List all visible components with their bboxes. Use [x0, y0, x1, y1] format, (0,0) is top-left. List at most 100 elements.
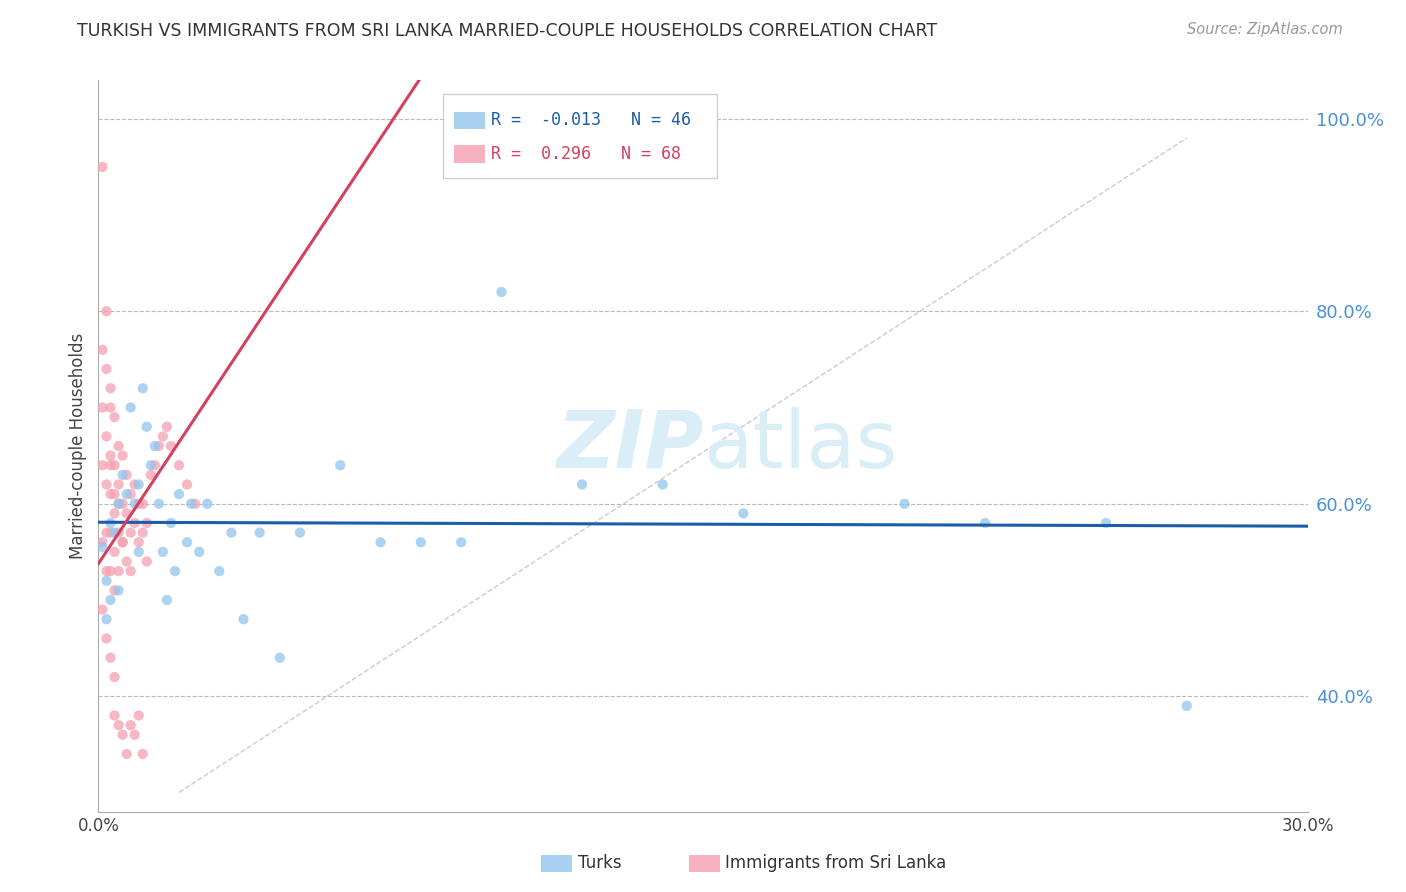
Point [370, 535, 392, 549]
Point [96, 564, 118, 578]
Point [160, 439, 183, 453]
Point [120, 718, 142, 732]
Point [120, 564, 142, 578]
Point [111, 535, 134, 549]
Point [100, 401, 122, 415]
Point [100, 458, 122, 473]
Point [132, 381, 155, 395]
Text: Source: ZipAtlas.com: Source: ZipAtlas.com [1187, 22, 1343, 37]
Point [128, 535, 150, 549]
Point [288, 525, 311, 540]
Point [128, 708, 150, 723]
Point [160, 516, 183, 530]
Point [107, 564, 129, 578]
Point [91, 401, 114, 415]
Point [139, 458, 162, 473]
Point [167, 487, 190, 501]
Point [91, 458, 114, 473]
Point [100, 650, 122, 665]
Point [107, 497, 129, 511]
Point [571, 477, 593, 491]
Point [100, 381, 122, 395]
Point [167, 458, 190, 473]
Point [96, 477, 118, 491]
Point [111, 449, 134, 463]
Point [128, 477, 150, 491]
Point [152, 545, 174, 559]
Point [269, 650, 291, 665]
Point [156, 593, 179, 607]
Point [148, 439, 170, 453]
Point [96, 429, 118, 443]
Point [111, 728, 134, 742]
Point [184, 497, 207, 511]
Point [96, 525, 118, 540]
Point [124, 728, 146, 742]
Point [163, 564, 186, 578]
Point [100, 593, 122, 607]
Point [115, 507, 138, 521]
Point [107, 497, 129, 511]
Point [124, 497, 146, 511]
Point [107, 439, 129, 453]
Point [115, 467, 138, 482]
Point [103, 525, 125, 540]
Point [107, 583, 129, 598]
Point [135, 419, 157, 434]
Point [107, 525, 129, 540]
Point [132, 497, 155, 511]
Text: R =  0.296   N = 68: R = 0.296 N = 68 [491, 145, 681, 163]
Point [651, 477, 673, 491]
Point [491, 285, 513, 299]
Point [156, 419, 179, 434]
Point [103, 545, 125, 559]
Point [120, 525, 142, 540]
Point [1095, 516, 1118, 530]
Text: Immigrants from Sri Lanka: Immigrants from Sri Lanka [725, 855, 946, 872]
Point [100, 487, 122, 501]
Point [100, 516, 122, 530]
Point [91, 540, 114, 554]
Point [100, 564, 122, 578]
Point [96, 612, 118, 626]
Point [103, 583, 125, 598]
Point [103, 458, 125, 473]
Point [143, 439, 166, 453]
Point [103, 670, 125, 684]
Point [135, 554, 157, 568]
Point [329, 458, 352, 473]
Point [100, 525, 122, 540]
Y-axis label: Married-couple Households: Married-couple Households [69, 333, 87, 559]
Point [249, 525, 271, 540]
Point [91, 160, 114, 174]
Point [115, 747, 138, 761]
Point [135, 516, 157, 530]
Point [974, 516, 997, 530]
Point [124, 477, 146, 491]
Text: TURKISH VS IMMIGRANTS FROM SRI LANKA MARRIED-COUPLE HOUSEHOLDS CORRELATION CHART: TURKISH VS IMMIGRANTS FROM SRI LANKA MAR… [77, 22, 938, 40]
Point [103, 507, 125, 521]
Point [893, 497, 915, 511]
Point [96, 362, 118, 376]
Point [128, 545, 150, 559]
Point [103, 487, 125, 501]
Point [221, 525, 243, 540]
Point [143, 458, 166, 473]
Point [96, 632, 118, 646]
Point [139, 467, 162, 482]
Point [409, 535, 432, 549]
Point [128, 497, 150, 511]
Point [96, 574, 118, 588]
Point [107, 477, 129, 491]
Text: Turks: Turks [578, 855, 621, 872]
Point [176, 477, 198, 491]
Point [188, 545, 211, 559]
Point [120, 487, 142, 501]
Text: ZIP: ZIP [555, 407, 703, 485]
Point [111, 535, 134, 549]
Point [132, 747, 155, 761]
Text: atlas: atlas [703, 407, 897, 485]
Point [120, 401, 142, 415]
Point [152, 429, 174, 443]
Point [450, 535, 472, 549]
